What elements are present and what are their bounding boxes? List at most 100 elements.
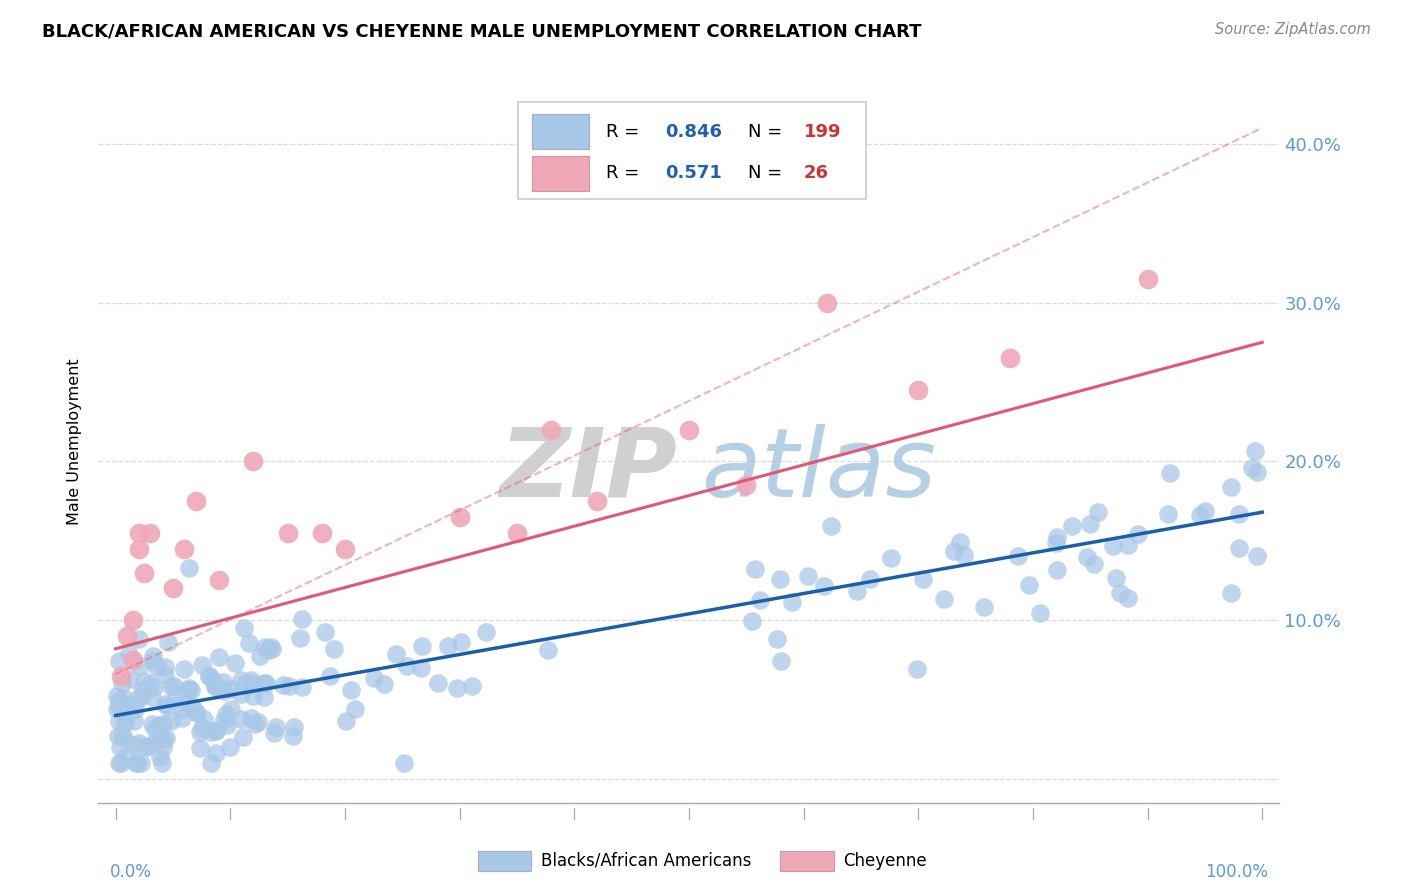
- Point: [219, 740, 242, 755]
- Point: [200, 756, 222, 770]
- Point: [395, 659, 418, 673]
- Point: [253, 690, 276, 705]
- Point: [162, 582, 184, 596]
- Point: [129, 658, 152, 673]
- Point: [741, 614, 763, 628]
- Point: [132, 689, 155, 703]
- Point: [1046, 530, 1069, 544]
- Text: N =: N =: [748, 164, 782, 183]
- Point: [224, 656, 246, 670]
- Point: [973, 600, 995, 615]
- Point: [190, 721, 212, 735]
- Point: [907, 383, 929, 397]
- Point: [271, 678, 294, 692]
- Point: [813, 579, 835, 593]
- Point: [170, 701, 193, 715]
- Point: [1227, 541, 1250, 555]
- Text: atlas: atlas: [700, 424, 936, 517]
- Point: [427, 676, 450, 690]
- Point: [186, 706, 208, 720]
- Point: [1227, 507, 1250, 521]
- Point: [537, 642, 560, 657]
- Point: [1116, 591, 1139, 605]
- Text: R =: R =: [606, 164, 640, 183]
- Point: [172, 711, 194, 725]
- Point: [281, 729, 304, 743]
- Point: [1189, 508, 1212, 522]
- Point: [108, 756, 131, 770]
- Point: [231, 673, 253, 687]
- Point: [141, 690, 163, 705]
- Point: [311, 525, 333, 540]
- Point: [363, 671, 385, 685]
- Point: [678, 423, 700, 437]
- Point: [207, 650, 229, 665]
- Point: [1045, 535, 1067, 549]
- Point: [152, 739, 174, 754]
- Point: [121, 613, 143, 627]
- Point: [749, 593, 772, 607]
- Point: [108, 698, 131, 713]
- Point: [314, 625, 336, 640]
- Point: [208, 574, 231, 588]
- Point: [183, 704, 205, 718]
- Point: [128, 525, 150, 540]
- Point: [1159, 466, 1181, 480]
- Point: [1102, 539, 1125, 553]
- Point: [1157, 508, 1180, 522]
- Point: [253, 676, 276, 690]
- Point: [277, 679, 299, 693]
- Bar: [531, 114, 589, 149]
- Point: [283, 721, 305, 735]
- Point: [540, 423, 562, 437]
- Point: [188, 741, 211, 756]
- Point: [215, 718, 238, 732]
- Point: [475, 624, 498, 639]
- Point: [141, 716, 163, 731]
- Point: [139, 525, 162, 540]
- Point: [131, 683, 153, 698]
- Point: [446, 681, 468, 695]
- Point: [253, 640, 276, 655]
- Point: [107, 729, 129, 743]
- Point: [153, 660, 176, 674]
- Text: 0.571: 0.571: [665, 164, 723, 183]
- Text: Blacks/African Americans: Blacks/African Americans: [541, 852, 752, 870]
- Point: [114, 716, 136, 731]
- Point: [219, 702, 242, 716]
- Point: [449, 510, 471, 524]
- Point: [177, 681, 200, 695]
- Point: [242, 690, 264, 704]
- Point: [160, 714, 183, 728]
- Point: [219, 681, 242, 696]
- Point: [243, 676, 266, 690]
- Point: [184, 494, 207, 508]
- Point: [121, 653, 143, 667]
- Point: [172, 692, 194, 706]
- Point: [145, 722, 167, 736]
- Point: [193, 712, 215, 726]
- Point: [333, 541, 356, 556]
- Point: [128, 541, 150, 556]
- Point: [136, 739, 159, 753]
- Point: [129, 756, 152, 770]
- Point: [1007, 549, 1029, 564]
- Point: [115, 629, 138, 643]
- Point: [145, 734, 167, 748]
- Point: [108, 740, 131, 755]
- Point: [191, 658, 214, 673]
- Point: [846, 584, 869, 599]
- Point: [165, 687, 187, 701]
- Point: [1076, 549, 1098, 564]
- Point: [1244, 444, 1267, 458]
- Point: [148, 718, 170, 732]
- Point: [506, 525, 529, 540]
- Point: [146, 660, 169, 674]
- Point: [340, 682, 363, 697]
- Point: [769, 573, 792, 587]
- Point: [134, 566, 156, 580]
- Point: [128, 736, 150, 750]
- Point: [180, 683, 202, 698]
- Point: [232, 730, 254, 744]
- Point: [932, 591, 955, 606]
